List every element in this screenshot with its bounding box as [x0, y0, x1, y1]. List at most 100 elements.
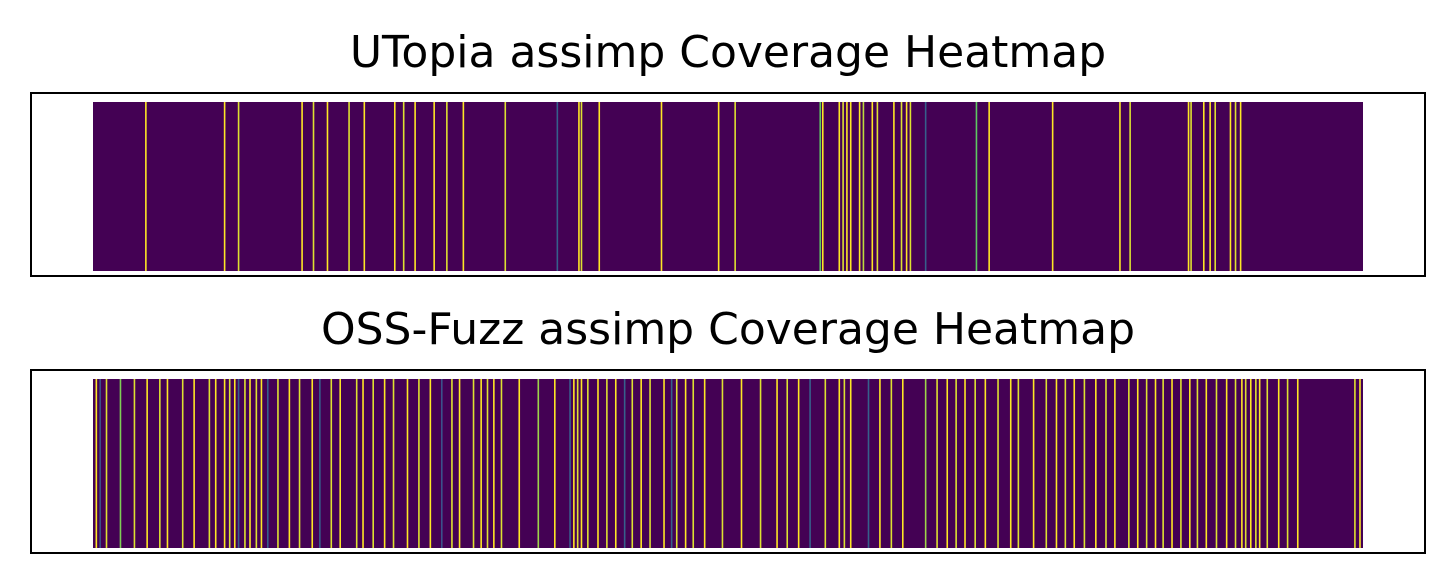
ossfuzz-cell-49	[576, 379, 579, 548]
ossfuzz-cell-76	[867, 379, 870, 548]
ossfuzz-cell-18	[255, 379, 258, 548]
ossfuzz-cell-26	[330, 379, 333, 548]
utopia-cell-22	[819, 102, 822, 271]
ossfuzz-cell-106	[1189, 379, 1191, 548]
ossfuzz-cell-9	[193, 379, 195, 548]
ossfuzz-cell-12	[223, 379, 226, 548]
ossfuzz-cell-0	[95, 379, 98, 548]
ossfuzz-cell-55	[623, 379, 626, 548]
utopia-cell-13	[462, 102, 465, 271]
utopia-cell-26	[846, 102, 848, 271]
ossfuzz-cell-28	[355, 379, 358, 548]
utopia-cell-18	[598, 102, 601, 271]
chart-title-utopia: UTopia assimp Coverage Heatmap	[349, 27, 1107, 78]
utopia-cell-43	[1190, 102, 1192, 271]
ossfuzz-cell-53	[606, 379, 608, 548]
ossfuzz-cell-114	[1249, 379, 1252, 548]
ossfuzz-cell-75	[849, 379, 852, 548]
ossfuzz-cell-122	[1359, 379, 1361, 548]
utopia-cell-49	[1239, 102, 1242, 271]
ossfuzz-cell-56	[631, 379, 634, 548]
ossfuzz-cell-16	[244, 379, 246, 548]
ossfuzz-cell-86	[984, 379, 987, 548]
ossfuzz-cell-70	[797, 379, 800, 548]
utopia-cell-45	[1209, 102, 1211, 271]
ossfuzz-cell-62	[684, 379, 687, 548]
chart-title-ossfuzz: OSS-Fuzz assimp Coverage Heatmap	[320, 304, 1136, 355]
utopia-cell-36	[924, 102, 927, 271]
ossfuzz-cell-85	[974, 379, 976, 548]
ossfuzz-cell-10	[208, 379, 211, 548]
ossfuzz-cell-45	[537, 379, 540, 548]
heatmap-axes-utopia	[30, 92, 1426, 277]
utopia-cell-39	[1051, 102, 1054, 271]
ossfuzz-cell-61	[675, 379, 678, 548]
ossfuzz-cell-73	[838, 379, 841, 548]
ossfuzz-cell-47	[569, 379, 571, 548]
ossfuzz-cell-115	[1255, 379, 1257, 548]
ossfuzz-cell-96	[1095, 379, 1097, 548]
ossfuzz-cell-74	[843, 379, 846, 548]
ossfuzz-cell-107	[1196, 379, 1199, 548]
ossfuzz-cell-40	[480, 379, 482, 548]
utopia-cell-5	[326, 102, 329, 271]
ossfuzz-cell-42	[493, 379, 495, 548]
utopia-cell-35	[909, 102, 912, 271]
ossfuzz-cell-90	[1032, 379, 1035, 548]
utopia-cell-17	[580, 102, 583, 271]
ossfuzz-cell-14	[233, 379, 236, 548]
utopia-cell-46	[1214, 102, 1217, 271]
utopia-cell-0	[145, 102, 147, 271]
ossfuzz-cell-19	[260, 379, 263, 548]
utopia-cell-19	[660, 102, 663, 271]
ossfuzz-cell-72	[824, 379, 827, 548]
utopia-cell-24	[838, 102, 841, 271]
utopia-cell-38	[988, 102, 990, 271]
ossfuzz-cell-116	[1258, 379, 1261, 548]
ossfuzz-cell-118	[1277, 379, 1280, 548]
ossfuzz-cell-30	[372, 379, 374, 548]
ossfuzz-cell-35	[429, 379, 432, 548]
ossfuzz-cell-77	[879, 379, 881, 548]
heatmap-utopia	[93, 102, 1363, 271]
utopia-cell-8	[393, 102, 396, 271]
ossfuzz-cell-82	[946, 379, 949, 548]
ossfuzz-cell-31	[383, 379, 386, 548]
ossfuzz-cell-52	[597, 379, 599, 548]
ossfuzz-cell-20	[266, 379, 269, 548]
utopia-cell-15	[556, 102, 559, 271]
ossfuzz-cell-88	[1009, 379, 1012, 548]
ossfuzz-cell-93	[1064, 379, 1067, 548]
utopia-cell-7	[363, 102, 366, 271]
utopia-cell-2	[237, 102, 240, 271]
ossfuzz-cell-50	[580, 379, 583, 548]
heatmap-axes-ossfuzz	[30, 369, 1426, 554]
ossfuzz-cell-15	[237, 379, 240, 548]
utopia-cell-21	[734, 102, 736, 271]
ossfuzz-cell-17	[249, 379, 251, 548]
ossfuzz-cell-63	[692, 379, 695, 548]
utopia-cell-10	[414, 102, 416, 271]
ossfuzz-cell-25	[319, 379, 321, 548]
ossfuzz-cell-99	[1128, 379, 1130, 548]
ossfuzz-cell-109	[1215, 379, 1218, 548]
ossfuzz-cell-71	[809, 379, 811, 548]
utopia-cell-33	[900, 102, 903, 271]
ossfuzz-cell-11	[214, 379, 217, 548]
ossfuzz-cell-57	[640, 379, 642, 548]
utopia-cell-16	[578, 102, 580, 271]
utopia-cell-23	[821, 102, 824, 271]
ossfuzz-cell-83	[955, 379, 957, 548]
ossfuzz-cell-13	[228, 379, 231, 548]
utopia-cell-40	[1119, 102, 1121, 271]
ossfuzz-cell-8	[181, 379, 184, 548]
ossfuzz-cell-33	[406, 379, 409, 548]
ossfuzz-cell-41	[486, 379, 489, 548]
utopia-cell-11	[433, 102, 435, 271]
ossfuzz-cell-103	[1162, 379, 1164, 548]
utopia-cell-3	[301, 102, 303, 271]
utopia-cell-6	[348, 102, 350, 271]
ossfuzz-cell-121	[1354, 379, 1356, 548]
heatmap-ossfuzz	[93, 379, 1363, 548]
utopia-cell-30	[871, 102, 874, 271]
